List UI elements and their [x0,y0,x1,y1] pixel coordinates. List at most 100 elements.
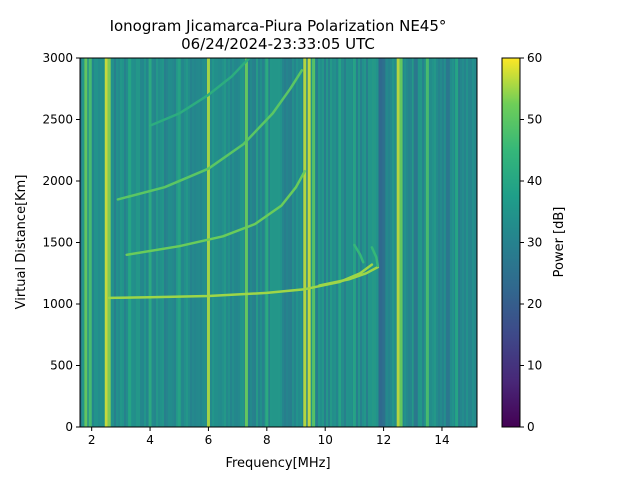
noise-column [224,58,226,427]
echo-trace [107,263,374,300]
noise-column [92,58,94,427]
interference-line [338,58,342,427]
noise-column [110,58,112,427]
noise-column [226,58,228,427]
noise-column [290,58,292,427]
noise-column [418,58,420,427]
interference-line [312,58,316,427]
interference-line [88,58,92,427]
noise-column [474,58,476,427]
noise-column [358,58,360,427]
noise-column [370,58,372,427]
noise-column [306,58,308,427]
noise-column [240,58,242,427]
noise-column [286,58,288,427]
noise-column [156,58,158,427]
noise-column [116,58,118,427]
noise-column [442,58,444,427]
noise-column [140,58,142,427]
noise-column [102,58,104,427]
noise-column [254,58,256,427]
noise-column [210,58,212,427]
interference-line [396,58,400,427]
noise-column [296,58,298,427]
noise-column [126,58,128,427]
y-tick-label: 1500 [42,236,73,250]
noise-column [322,58,324,427]
noise-column [408,58,410,427]
dark-band [445,58,450,427]
noise-column [324,58,326,427]
noise-column [300,58,302,427]
noise-column [228,58,230,427]
noise-column [188,58,190,427]
noise-column [204,58,206,427]
noise-column [392,58,394,427]
noise-column [422,58,424,427]
noise-column [368,58,370,427]
noise-column [174,58,176,427]
noise-column [432,58,434,427]
colorbar-gradient [501,57,521,428]
noise-column [342,58,344,427]
noise-column [330,58,332,427]
y-axis-label: Virtual Distance[Km] [14,175,29,310]
x-tick-label: 8 [263,433,271,447]
echo-trace [353,243,365,264]
noise-column [336,58,338,427]
noise-column [256,58,258,427]
noise-column [166,58,168,427]
noise-column [242,58,244,427]
dark-band [381,58,386,427]
colorbar-tick-label: 30 [527,236,542,250]
noise-column [250,58,252,427]
noise-column [390,58,392,427]
noise-column [388,58,390,427]
noise-column [202,58,204,427]
noise-column [180,58,182,427]
interference-line [148,58,152,427]
interference-line [128,58,132,427]
heatmap-traces-layer [107,58,380,300]
noise-column [232,58,234,427]
noise-column [364,58,366,427]
noise-column [162,58,164,427]
interference-line [177,58,181,427]
noise-column [212,58,214,427]
noise-column [264,58,266,427]
noise-column [318,58,320,427]
noise-column [230,58,232,427]
noise-column [96,58,98,427]
x-tick-label: 12 [376,433,391,447]
noise-column [120,58,122,427]
noise-column [98,58,100,427]
noise-column [372,58,374,427]
noise-column [272,58,274,427]
noise-column [444,58,446,427]
noise-column [404,58,406,427]
noise-column [258,58,260,427]
noise-column [132,58,134,427]
noise-column [172,58,174,427]
noise-column [436,58,438,427]
noise-column [278,58,280,427]
dark-band [413,58,418,427]
noise-column [412,58,414,427]
noise-column [252,58,254,427]
chart-title: Ionogram Jicamarca-Piura Polarization NE… [110,17,447,35]
echo-trace [370,246,380,268]
interference-line [84,58,88,427]
noise-column [100,58,102,427]
noise-column [152,58,154,427]
echo-trace [148,58,251,127]
colorbar-tick-label: 20 [527,297,542,311]
noise-column [214,58,216,427]
noise-column [236,58,238,427]
y-tick-label: 3000 [42,51,73,65]
interference-line [425,58,429,427]
interference-line [303,58,307,427]
x-tick-label: 6 [205,433,213,447]
x-axis: 2 4 6 8 10 12 14 [88,427,450,447]
noise-column [320,58,322,427]
noise-column [424,58,426,427]
